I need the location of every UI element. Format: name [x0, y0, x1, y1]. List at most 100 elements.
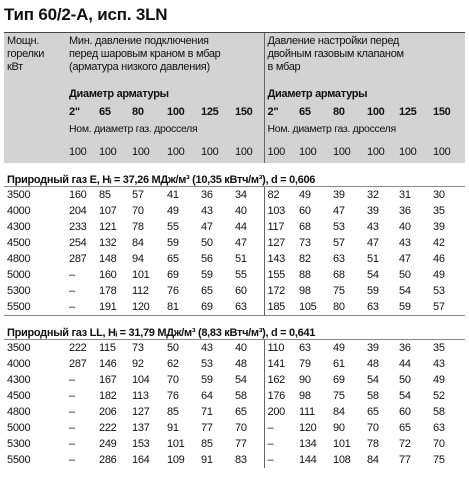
header-line: двойным газовым клапаном	[267, 48, 405, 60]
header-row: 2" 65 80 100 125 150 2" 65 80 100 125 150	[4, 103, 466, 120]
pressure-cell: 43	[433, 358, 445, 370]
section-title: Природный газ LL, Hᵢ = 31,79 МДж/м³ (8,8…	[4, 315, 466, 340]
pressure-cell: 32	[367, 189, 379, 201]
pressure-cell: 146	[99, 358, 117, 370]
pressure-cell: 104	[132, 374, 150, 386]
diameter-label: Диаметр арматуры	[66, 81, 265, 103]
data-row: 4000 204 107 70 49 43 40 103 60 47 39 36 35	[4, 203, 465, 219]
pressure-cell: 54	[399, 390, 411, 402]
power-cell: 5000	[7, 422, 31, 434]
pressure-cell: 57	[132, 189, 144, 201]
pressure-cell: 40	[399, 221, 411, 233]
pressure-cell: –	[69, 422, 75, 434]
section-title: Природный газ E, Hᵢ = 37,26 МДж/м³ (10,3…	[4, 163, 466, 187]
pressure-cell: 65	[201, 285, 213, 297]
data-row: 4500 – 182 113 76 64 58 176 98 75 58 54 52	[4, 388, 465, 404]
pressure-cell: 54	[235, 374, 247, 386]
diameter: 150	[430, 103, 466, 120]
pressure-cell: 51	[367, 253, 379, 265]
pressure-cell: 115	[99, 342, 116, 354]
pressure-cell: 101	[167, 438, 185, 450]
pressure-cell: 110	[263, 339, 297, 356]
pressure-cell: 34	[235, 189, 247, 201]
pressure-cell: 65	[167, 253, 179, 265]
pressure-cell: 134	[299, 438, 317, 450]
power-cell: 5500	[7, 454, 31, 466]
pressure-cell: 98	[299, 390, 311, 402]
pressure-cell: 176	[263, 388, 297, 404]
pressure-cell: 54	[367, 374, 379, 386]
pressure-cell: 287	[69, 253, 87, 265]
pressure-cell: 54	[367, 269, 379, 281]
pressure-cell: 78	[367, 438, 379, 450]
header-row: 100 100 100 100 100 100 100 100 100 100 100 100	[4, 137, 466, 163]
pressure-cell: 80	[333, 301, 345, 313]
throttle-label: Ном. диаметр газ. дросселя	[66, 120, 265, 137]
diameter: 2"	[66, 103, 96, 120]
pressure-cell: –	[69, 454, 75, 466]
pressure-cell: 77	[235, 438, 247, 450]
pressure-cell: 77	[399, 454, 411, 466]
pressure-cell: 47	[201, 221, 213, 233]
pressure-cell: 61	[333, 358, 345, 370]
pressure-cell: 90	[299, 374, 311, 386]
data-row: 3500 160 85 57 41 36 34 82 49 39 32 31 30	[4, 186, 465, 203]
pressure-cell: 63	[333, 253, 345, 265]
throttle: 100	[430, 137, 466, 163]
pressure-cell: 85	[99, 189, 111, 201]
header-row: Диаметр арматуры Диаметр арматуры	[4, 81, 466, 103]
throttle: 100	[396, 137, 431, 163]
header-line: кВт	[7, 61, 23, 73]
throttle: 100	[232, 137, 265, 163]
pressure-cell: 52	[433, 390, 445, 402]
blank	[4, 137, 66, 163]
data-row: 4800 287 148 94 65 56 51 143 82 63 51 47 46	[4, 251, 465, 267]
pressure-cell: –	[69, 438, 75, 450]
pressure-cell: 70	[167, 374, 179, 386]
pressure-cell: 36	[201, 189, 213, 201]
pressure-cell: 57	[333, 237, 345, 249]
pressure-cell: 73	[132, 342, 144, 354]
data-row: 4300 233 121 78 55 47 44 117 68 53 43 40 39	[4, 219, 465, 235]
pressure-cell: 84	[367, 454, 379, 466]
pressure-cell: –	[69, 269, 75, 281]
pressure-cell: 206	[99, 406, 117, 418]
pressure-cell: 43	[201, 342, 213, 354]
diameter: 80	[330, 103, 365, 120]
pressure-cell: 49	[433, 374, 445, 386]
power-cell: 3500	[7, 342, 31, 354]
power-cell: 4500	[7, 237, 31, 249]
pressure-cell: 76	[167, 390, 179, 402]
pressure-cell: 56	[201, 253, 213, 265]
pressure-cell: 82	[263, 186, 297, 203]
diameter: 2"	[263, 103, 297, 120]
pressure-cell: –	[69, 301, 75, 313]
throttle: 100	[164, 137, 198, 163]
pressure-cell: 55	[235, 269, 247, 281]
pressure-cell: –	[69, 390, 75, 402]
data-row: 5000 – 160 101 69 59 55 155 88 68 54 50 49	[4, 267, 465, 283]
pressure-cell: 64	[201, 390, 213, 402]
pressure-cell: 81	[167, 301, 179, 313]
pressure-cell: 53	[333, 221, 345, 233]
pressure-cell: 62	[167, 358, 179, 370]
pressure-cell: 107	[99, 205, 117, 217]
pressure-cell: 59	[399, 301, 411, 313]
pressure-cell: 60	[235, 285, 247, 297]
section-row: Природный газ LL, Hᵢ = 31,79 МДж/м³ (8,8…	[4, 315, 466, 340]
pressure-cell: 233	[69, 221, 87, 233]
pressure-cell: 254	[69, 237, 87, 249]
pressure-cell: 83	[235, 454, 247, 466]
pressure-cell: 65	[235, 406, 247, 418]
pressure-cell: 112	[132, 285, 149, 297]
diameter-label: Диаметр арматуры	[263, 81, 466, 103]
pressure-cell: 120	[132, 301, 150, 313]
diameter: 100	[164, 103, 198, 120]
pressure-cell: 43	[367, 221, 379, 233]
pressure-cell: 98	[299, 285, 311, 297]
pressure-table: Мощн. горелки кВт Мин. давление подключения…	[4, 32, 466, 468]
pressure-cell: –	[69, 406, 75, 418]
pressure-cell: 71	[201, 406, 213, 418]
pressure-cell: 60	[299, 205, 311, 217]
